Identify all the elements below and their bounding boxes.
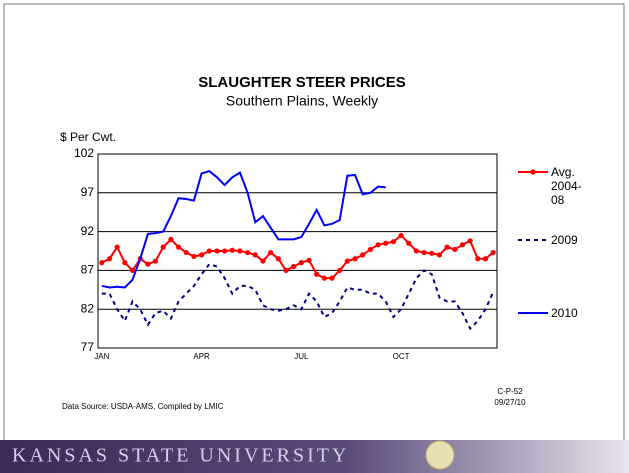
footer-text: KANSAS STATE UNIVERSITY [12,445,349,467]
source: Data Source: USDA-AMS, Compiled by LMIC [62,402,224,411]
marker [452,246,458,253]
y-tick-label: 87 [81,263,95,277]
series-line [101,169,386,289]
marker [436,252,443,258]
marker [237,248,243,254]
y-tick-label: 82 [81,301,95,315]
marker [482,256,489,262]
series-line [101,234,494,280]
marker [367,246,373,253]
legend-marker [530,169,536,175]
y-axis-label: $ Per Cwt. [60,130,116,144]
marker [475,256,481,262]
marker [145,261,151,267]
marker [406,240,412,246]
y-tick-label: 77 [81,340,95,354]
marker [229,247,235,253]
x-tick-label: JAN [94,352,109,361]
marker [283,267,289,273]
marker [344,258,350,264]
marker [444,244,450,250]
marker [352,256,358,262]
marker [245,249,251,256]
marker [183,249,189,256]
seal [425,440,455,470]
marker [152,258,159,264]
marker [337,267,343,273]
marker [114,244,120,250]
y-tick-label: 92 [81,224,95,238]
marker [275,256,281,262]
date: 09/27/10 [494,398,526,407]
x-tick-label: APR [193,352,210,361]
marker [122,260,128,266]
legend-label: Avg. 2004-08 [551,165,582,207]
marker [329,275,335,281]
marker [168,236,174,242]
legend-label: 2009 [551,233,578,247]
marker [490,249,496,256]
marker [291,263,297,270]
legend-label: 2010 [551,306,578,320]
marker [198,252,205,258]
marker [191,253,197,260]
marker [429,250,435,256]
marker [390,239,397,245]
marker [175,244,182,250]
x-tick-label: OCT [393,352,410,361]
marker [459,242,466,248]
marker [206,248,212,254]
marker [375,242,381,248]
marker [129,267,136,273]
chart-title: SLAUGHTER STEER PRICES [198,74,406,91]
marker [306,257,312,263]
marker [298,260,304,266]
marker [321,275,327,281]
y-tick-label: 102 [74,146,94,160]
x-tick-label: JUL [294,352,309,361]
series-line [101,263,495,331]
marker [413,248,420,254]
marker [314,271,320,277]
marker [467,238,473,244]
plot-area [97,153,498,349]
footer-band [0,440,629,473]
marker [222,248,228,254]
marker [252,252,258,258]
marker [214,248,220,254]
marker [398,232,404,239]
marker [260,258,266,264]
y-tick-label: 97 [81,185,95,199]
marker [360,252,366,258]
marker [421,249,427,256]
chart-subtitle: Southern Plains, Weekly [226,93,378,109]
marker [383,240,389,246]
marker [268,249,274,256]
marker [106,256,113,262]
marker [160,244,166,250]
marker [99,260,105,266]
code: C-P-52 [497,387,523,396]
